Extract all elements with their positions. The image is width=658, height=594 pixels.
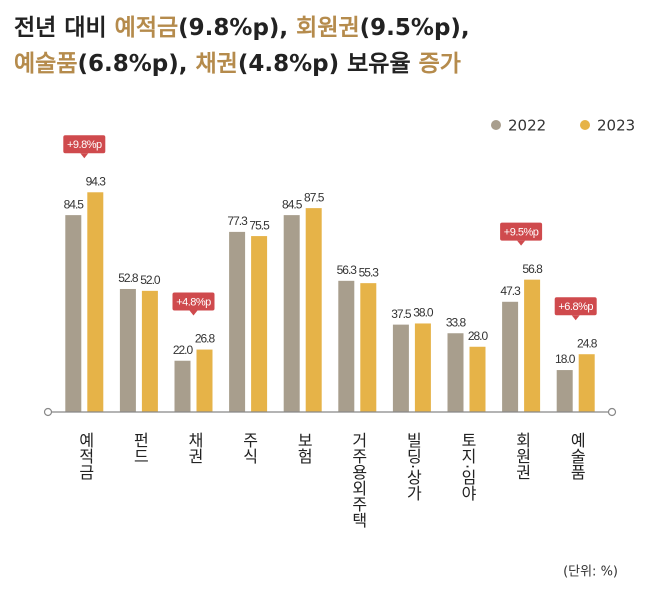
annotation: +9.8%p (67, 139, 102, 151)
legend-label: 2023 (597, 117, 635, 135)
bar (87, 192, 104, 412)
annotation-box (63, 135, 106, 154)
x-tick-label: 주식 (240, 432, 259, 464)
title-part: 회원권 (296, 15, 359, 41)
bar (119, 288, 136, 412)
x-tick-label: 회원권 (513, 432, 532, 480)
annotation-pointer (80, 153, 89, 159)
value-label: 84.5 (282, 197, 303, 211)
legend-swatch (580, 120, 590, 130)
title-part: 예적금 (115, 15, 178, 41)
axis-end (43, 407, 53, 417)
bar (360, 283, 377, 412)
value-label: 47.3 (500, 284, 521, 298)
bar (196, 349, 213, 412)
bar (524, 279, 541, 412)
value-label: 26.8 (195, 332, 216, 346)
bar (414, 323, 431, 412)
annotation-pointer (189, 310, 198, 316)
annotation-pointer (517, 240, 526, 246)
bar (469, 346, 486, 412)
x-tick-label: 거주용외주택 (349, 432, 368, 528)
annotation-pointer (571, 315, 580, 321)
annotation-box (500, 222, 543, 241)
value-label: 22.0 (173, 343, 194, 357)
title-part: (9.5%p), (360, 15, 470, 41)
value-label: 24.8 (577, 336, 598, 350)
value-label: 33.8 (446, 315, 467, 329)
x-tick-label: 예술품 (567, 432, 586, 480)
bar (174, 360, 191, 412)
bar (305, 208, 322, 412)
chart-title: 예술품(6.8%p), 채권(4.8%p) 보유율 증가 (14, 51, 461, 77)
x-tick-label: 토지·임야 (458, 432, 477, 501)
value-label: 77.3 (227, 214, 248, 228)
value-label: 52.8 (118, 271, 139, 285)
bar (251, 236, 268, 412)
bar (447, 333, 464, 412)
value-label: 55.3 (359, 265, 380, 279)
title-part: (4.8%p) 보유율 (238, 51, 419, 77)
value-label: 18.0 (555, 352, 576, 366)
title-part: 채권 (196, 51, 238, 77)
value-label: 56.8 (522, 262, 543, 276)
bar (229, 231, 246, 412)
bar (338, 280, 355, 412)
bar (65, 215, 82, 412)
annotation: +4.8%p (176, 296, 211, 308)
x-tick-label: 보험 (294, 432, 313, 464)
value-label: 52.0 (140, 273, 161, 287)
annotation: +9.5%p (504, 227, 539, 239)
value-label: 37.5 (391, 307, 412, 321)
x-tick-label: 예적금 (76, 432, 95, 480)
annotation: +6.8%p (558, 301, 593, 313)
x-tick-label: 펀드 (130, 432, 149, 464)
annotation-box (554, 297, 597, 316)
value-label: 75.5 (249, 218, 270, 232)
value-label: 94.3 (86, 174, 107, 188)
chart-title: 전년 대비 예적금(9.8%p), 회원권(9.5%p), (14, 15, 470, 41)
title-part: 증가 (419, 51, 461, 77)
annotation-box (172, 292, 215, 311)
value-label: 38.0 (413, 306, 434, 320)
value-label: 56.3 (337, 263, 358, 277)
unit-note: (단위: %) (563, 565, 618, 580)
legend-label: 2022 (508, 117, 546, 135)
x-tick-label: 빌딩·상가 (403, 432, 422, 501)
title-part: (9.8%p), (178, 15, 296, 41)
x-tick-label: 채권 (185, 432, 204, 464)
value-label: 28.0 (468, 329, 489, 343)
legend-swatch (491, 120, 501, 130)
title-part: (6.8%p), (77, 51, 195, 77)
value-label: 84.5 (64, 197, 85, 211)
bar (392, 324, 409, 412)
title-part: 전년 대비 (14, 15, 115, 41)
bar (502, 301, 519, 412)
bar (578, 354, 595, 412)
bar (141, 290, 158, 412)
value-label: 87.5 (304, 190, 325, 204)
bar (283, 215, 300, 412)
title-part: 예술품 (14, 51, 77, 77)
axis-end (607, 407, 617, 417)
bar (556, 370, 573, 412)
